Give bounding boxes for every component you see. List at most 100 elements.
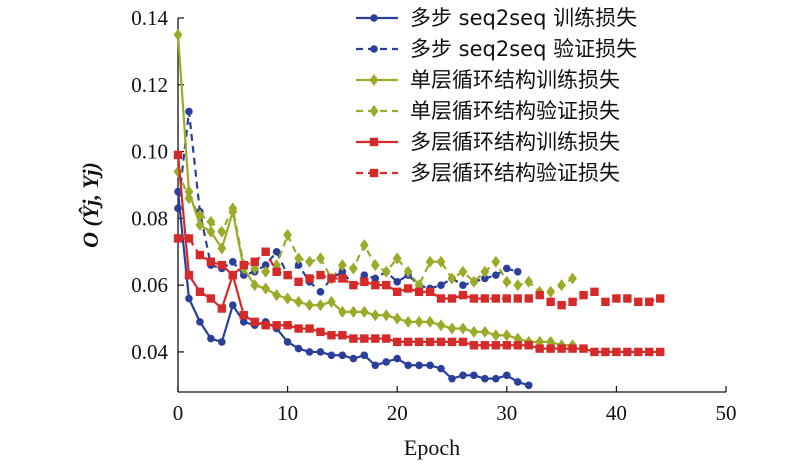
legend-entry: 多步 seq2seq 验证损失 xyxy=(356,37,637,61)
data-point xyxy=(568,344,576,352)
legend-entry: 多步 seq2seq 训练损失 xyxy=(356,6,637,30)
data-point xyxy=(317,288,325,296)
data-point xyxy=(316,271,324,279)
data-point xyxy=(448,294,456,302)
data-point xyxy=(590,348,598,356)
data-point xyxy=(568,298,576,306)
data-point xyxy=(623,348,631,356)
data-point xyxy=(470,341,478,349)
data-point xyxy=(459,323,468,335)
legend-entry: 单层循环结构训练损失 xyxy=(356,68,620,92)
y-axis-title-text: O (Ŷj, Yj) xyxy=(78,162,103,248)
data-point xyxy=(361,351,369,359)
data-point xyxy=(601,348,609,356)
data-point xyxy=(370,45,378,53)
data-point xyxy=(283,293,292,305)
data-point xyxy=(568,272,577,284)
data-point xyxy=(305,256,314,268)
x-tick-label: 0 xyxy=(173,401,184,425)
data-point xyxy=(338,331,346,339)
data-point xyxy=(294,296,303,308)
data-point xyxy=(338,259,347,271)
data-point xyxy=(349,281,357,289)
data-point xyxy=(174,151,182,159)
data-point xyxy=(370,169,378,177)
data-point xyxy=(371,309,380,321)
data-point xyxy=(557,344,565,352)
data-point xyxy=(328,351,336,359)
data-point xyxy=(229,258,237,266)
data-point xyxy=(645,298,653,306)
data-point xyxy=(426,316,435,328)
data-point xyxy=(513,279,522,291)
data-point xyxy=(294,324,302,332)
y-tick-label: 0.12 xyxy=(131,73,168,97)
data-point xyxy=(261,282,270,294)
data-point xyxy=(371,334,379,342)
data-point xyxy=(503,372,511,380)
data-point xyxy=(535,344,543,352)
data-point xyxy=(448,323,457,335)
data-point xyxy=(502,276,511,288)
data-point xyxy=(459,291,467,299)
data-point xyxy=(525,341,533,349)
data-point xyxy=(623,294,631,302)
data-point xyxy=(218,261,226,269)
data-point xyxy=(492,271,500,279)
data-point xyxy=(557,279,566,291)
data-point xyxy=(305,274,313,282)
data-point xyxy=(503,265,511,273)
data-point xyxy=(360,334,368,342)
data-point xyxy=(656,348,664,356)
data-point xyxy=(294,278,302,286)
data-point xyxy=(404,284,412,292)
legend-entry: 单层循环结构验证损失 xyxy=(356,99,620,123)
data-point xyxy=(174,205,182,213)
data-point xyxy=(317,348,325,356)
data-point xyxy=(272,321,280,329)
data-point xyxy=(261,321,269,329)
data-point xyxy=(371,259,380,271)
series-6 xyxy=(174,234,665,309)
data-point xyxy=(514,341,522,349)
data-point xyxy=(404,316,413,328)
x-tick-label: 50 xyxy=(716,401,737,425)
data-point xyxy=(382,358,390,366)
data-point xyxy=(316,299,325,311)
legend-entry: 多层循环结构验证损失 xyxy=(356,161,620,185)
data-point xyxy=(546,298,554,306)
y-tick-label: 0.10 xyxy=(131,140,168,164)
data-point xyxy=(645,348,653,356)
data-point xyxy=(218,304,226,312)
data-point xyxy=(612,348,620,356)
data-point xyxy=(371,281,379,289)
data-point xyxy=(207,258,215,266)
data-point xyxy=(514,294,522,302)
data-point xyxy=(634,348,642,356)
data-point xyxy=(174,166,183,178)
data-point xyxy=(459,338,467,346)
data-point xyxy=(634,298,642,306)
data-point xyxy=(272,289,281,301)
legend-label: 多层循环结构训练损失 xyxy=(410,130,620,154)
data-point xyxy=(261,248,269,256)
data-point xyxy=(251,318,259,326)
data-point xyxy=(579,291,587,299)
data-point xyxy=(579,344,587,352)
data-point xyxy=(349,306,358,318)
data-point xyxy=(415,288,423,296)
y-tick-label: 0.04 xyxy=(131,340,168,364)
data-point xyxy=(426,288,434,296)
data-point xyxy=(437,294,445,302)
data-point xyxy=(491,329,500,341)
data-point xyxy=(470,372,478,380)
legend-label: 多步 seq2seq 训练损失 xyxy=(410,6,637,30)
data-point xyxy=(283,271,291,279)
data-point xyxy=(371,361,379,369)
data-point xyxy=(415,316,424,328)
data-point xyxy=(284,338,292,346)
data-point xyxy=(229,271,237,279)
legend-entry: 多层循环结构训练损失 xyxy=(356,130,620,154)
data-point xyxy=(393,355,401,363)
